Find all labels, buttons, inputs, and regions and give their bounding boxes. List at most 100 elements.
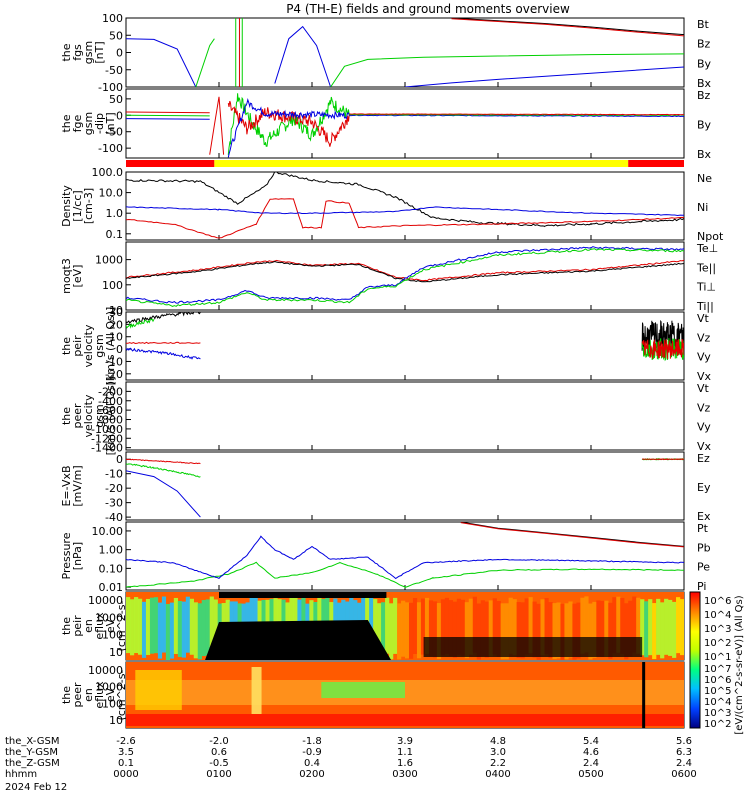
- series-Ez: [126, 458, 201, 465]
- colorbar-tick: 10^6: [704, 675, 731, 686]
- y-tick-label: 10: [109, 646, 123, 659]
- spectrogram-cell: [129, 599, 135, 656]
- spectrogram-cell: [193, 602, 198, 659]
- panel-pressure: 10.00 1.00 0.10 0.01 Pressure[nPa] Pt Pb Pe Pi: [60, 521, 711, 594]
- y-tick-label: 10.00: [92, 525, 124, 538]
- spectrogram-cell: [472, 596, 477, 653]
- spectrogram-cell: [189, 598, 194, 655]
- spectrogram-top: [219, 592, 387, 598]
- panel-frame: [125, 241, 685, 311]
- colorbar-tick: 10^5: [704, 686, 731, 697]
- legend-Bx: Bx: [697, 77, 712, 90]
- axis-row-value: 5.4: [583, 736, 599, 747]
- spectrogram-cell: [157, 602, 163, 659]
- panel-fge: 50 0 -50 -100 thefgegsm-dip[nT] Bz By Bx: [60, 88, 712, 161]
- spectrogram-cell: [369, 596, 374, 653]
- panel-peer_vel: -200-400-600-800-1000-1200-1400thepeerve…: [60, 377, 712, 456]
- y-tick-label: 1000: [95, 611, 123, 624]
- axis-row-value: 4.6: [583, 747, 599, 758]
- colorbar-tick: 10^4: [704, 610, 731, 621]
- colorbar-tick: 10^3: [704, 624, 731, 635]
- spectrogram-band: [321, 682, 405, 698]
- spectrogram-cell: [177, 600, 183, 657]
- spectrogram-cell: [464, 602, 469, 659]
- spectrogram-cell: [488, 600, 493, 657]
- spectrogram-cell: [680, 599, 684, 656]
- spectrogram-cell: [201, 600, 206, 657]
- y-tick-label: 0: [116, 109, 123, 122]
- spectrogram-cell: [169, 602, 175, 659]
- legend-Ne: Ne: [697, 172, 712, 185]
- legend-By: By: [697, 57, 712, 70]
- spectrogram-cell: [580, 597, 585, 654]
- spectrogram-cell: [173, 597, 179, 654]
- panels: 100500-50-100thefgsgsm[nT]BtBzByBx500-50…: [60, 12, 724, 729]
- spectrogram-cell: [165, 603, 171, 660]
- axis-row-value: 2.4: [583, 758, 599, 769]
- panel-density: 100.0 10.0 1.0 0.1 Density[1/cc][cm-3] Ne Ni Np…: [60, 166, 724, 243]
- spectrogram-cell: [484, 601, 489, 658]
- series-Ne: [126, 198, 684, 239]
- y-axis-label: E=-VxB[mV/m]: [60, 465, 84, 506]
- panel-temp: 1000 100 10 moqt3[eV] Te⊥ Te|| Ti⊥ Ti||: [60, 241, 718, 317]
- legend-Pt: Pt: [697, 522, 709, 535]
- series-Ez: [641, 458, 684, 461]
- spectrogram-cell: [500, 603, 505, 660]
- panel-peer_eflux: 10000100010010thepeerenefluxeV(cm^2-s-sr…: [60, 661, 685, 729]
- spectrogram-cell: [141, 601, 147, 658]
- status-bar-yellow: [214, 160, 629, 167]
- spectrogram-cell: [512, 599, 517, 656]
- spectrogram-cell: [444, 597, 450, 654]
- series-Bx: [126, 118, 210, 120]
- series-Bz: [126, 111, 210, 114]
- spectrogram-gap: [642, 662, 646, 728]
- legend-By: By: [697, 119, 712, 132]
- y-tick-label: 0: [116, 453, 123, 466]
- spectrogram-cell: [516, 602, 521, 659]
- spectrogram-cell: [632, 596, 637, 653]
- axis-row-value: 3.0: [490, 747, 506, 758]
- axis-row-value: 3.5: [118, 747, 134, 758]
- series-By: [330, 53, 684, 87]
- series-Npot: [126, 206, 684, 217]
- spectrogram-cell: [133, 597, 139, 654]
- panel-peir_eflux: 10000100010010thepeirenefluxeV(cm^2-s-sr…: [60, 591, 685, 661]
- colorbar-tick: 10^7: [704, 664, 731, 675]
- spectrogram-cell: [640, 599, 645, 656]
- y-tick-label: 1.00: [99, 544, 124, 557]
- y-tick-label: -20: [105, 368, 123, 381]
- spectrogram-cell: [612, 597, 617, 654]
- spectrogram-dropout: [205, 620, 392, 660]
- spectrogram-cell: [624, 603, 629, 660]
- series-Pb: [460, 522, 684, 548]
- axis-row-value: 2.4: [676, 758, 692, 769]
- legend-Vx: Vx: [697, 370, 712, 383]
- plot-area-fge: [126, 93, 684, 158]
- plot-area-efield: [126, 457, 684, 518]
- spectrogram-cell: [492, 598, 497, 655]
- spectrogram-cell: [608, 602, 613, 659]
- y-tick-label: -200: [98, 385, 123, 398]
- axis-row-value: 0200: [299, 769, 324, 780]
- y-tick-label: -50: [105, 64, 123, 77]
- legend-Pi: Pi: [697, 580, 706, 593]
- axis-row-value: -0.9: [302, 747, 322, 758]
- legend-Ni: Ni: [697, 201, 708, 214]
- plot-area-peir_eflux: [126, 592, 684, 660]
- spectrogram-cell: [524, 598, 529, 655]
- spectrogram-cell: [397, 603, 402, 660]
- axis-row-value: 0500: [578, 769, 603, 780]
- spectrogram-dropout: [423, 637, 643, 657]
- y-tick-label: 0.1: [106, 228, 124, 241]
- spectrogram-cell: [468, 598, 473, 655]
- spectrogram-cell: [548, 602, 553, 659]
- spectrogram-cell: [584, 596, 589, 653]
- axis-row-value: 0.1: [118, 758, 134, 769]
- series-Ex: [126, 470, 201, 518]
- y-tick-label: -50: [105, 126, 123, 139]
- series-Vt: [641, 319, 684, 354]
- plot-area-density: [126, 172, 684, 239]
- axis-row-value: 5.6: [676, 736, 692, 747]
- spectrogram-cell: [420, 598, 426, 655]
- spectrogram-cell: [436, 603, 442, 660]
